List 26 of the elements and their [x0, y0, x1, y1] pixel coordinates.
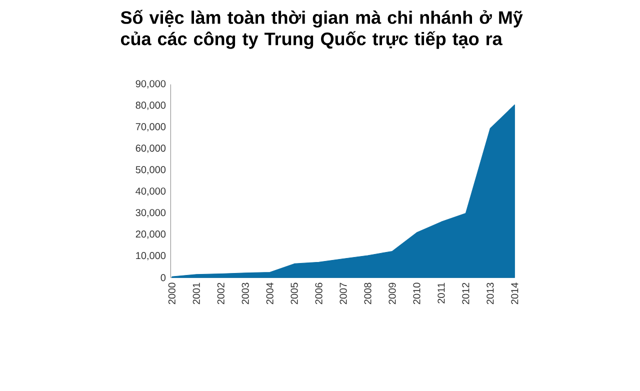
y-tick-label: 30,000 [136, 209, 166, 218]
y-tick-label: 80,000 [136, 102, 166, 110]
x-tick-label: 2012 [462, 282, 470, 304]
y-tick-label: 40,000 [136, 188, 166, 196]
x-tick-label: 2014 [511, 282, 518, 304]
x-tick-label: 2000 [168, 282, 176, 304]
x-tick-label: 2003 [242, 282, 249, 304]
y-tick-label: 90,000 [136, 80, 166, 88]
x-tick-label: 2008 [364, 282, 372, 304]
x-tick-label: 2011 [438, 282, 445, 304]
chart-title: Số việc làm toàn thời gian mà chi nhánh ở Mỹ của các công ty Trung Quốc trực tiếp tạo ra [120, 10, 523, 49]
x-tick-label: 2013 [486, 282, 494, 304]
x-tick-label: 2002 [217, 282, 224, 304]
x-tick-label: 2004 [266, 282, 274, 304]
x-tick-label: 2005 [290, 282, 298, 304]
x-tick-label: 2007 [340, 282, 347, 304]
y-tick-label: 0 [160, 274, 166, 282]
x-tick-label: 2001 [192, 282, 200, 304]
x-tick-label: 2010 [413, 282, 420, 304]
x-tick-label: 2009 [388, 282, 396, 304]
y-tick-label: 60,000 [136, 144, 166, 153]
y-tick-label: 50,000 [136, 166, 166, 174]
y-tick-label: 20,000 [136, 230, 166, 239]
y-tick-label: 10,000 [136, 252, 166, 260]
x-tick-label: 2006 [315, 282, 322, 304]
y-tick-label: 70,000 [136, 123, 166, 132]
